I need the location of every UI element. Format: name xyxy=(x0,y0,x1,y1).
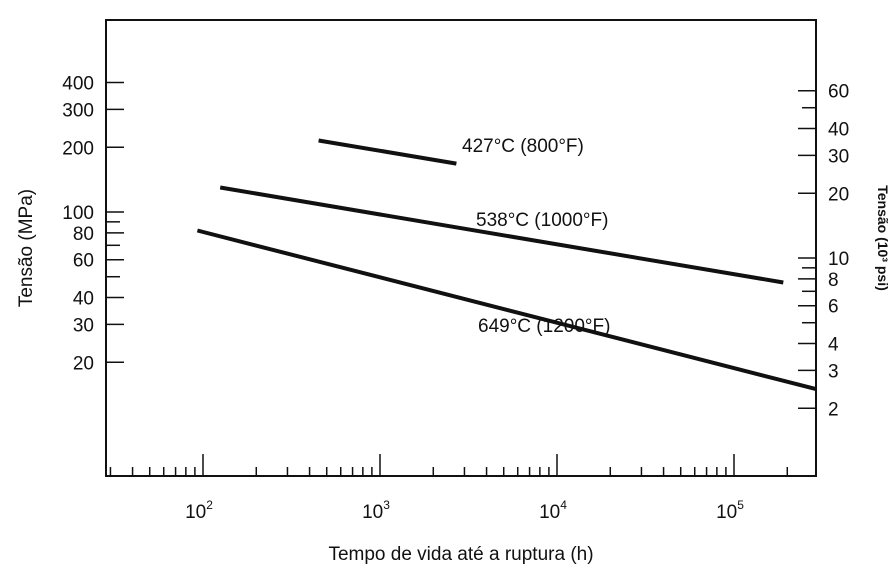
y-tick-label: 400 xyxy=(62,74,94,95)
y2-tick-label: 40 xyxy=(828,120,849,141)
y-tick-label: 300 xyxy=(62,100,94,121)
y-axis-title: Tensão (MPa) xyxy=(16,189,37,307)
y-tick-label: 80 xyxy=(73,224,94,245)
y2-tick-label: 3 xyxy=(828,361,839,382)
series-line-2 xyxy=(219,185,784,285)
series-lines xyxy=(196,138,817,392)
x-tick-label: 103 xyxy=(362,498,390,523)
y-tick-label: 40 xyxy=(73,289,94,310)
y2-tick-label: 2 xyxy=(828,399,839,420)
series-label-427: 427°C (800°F) xyxy=(462,136,584,157)
y2-axis-title: Tensão (10³ psi) xyxy=(875,185,889,291)
y-tick-label: 30 xyxy=(73,315,94,336)
series-label-538: 538°C (1000°F) xyxy=(476,210,608,231)
series-line-3 xyxy=(196,228,817,392)
y2-tick-label: 4 xyxy=(828,335,839,356)
y2-tick-label: 30 xyxy=(828,146,849,167)
x-tick-label: 102 xyxy=(185,498,213,523)
series-line-1 xyxy=(318,138,457,166)
y-tick-label: 200 xyxy=(62,138,94,159)
y2-tick-label: 60 xyxy=(828,82,849,103)
x-tick-label: 105 xyxy=(716,498,744,523)
plot-frame xyxy=(105,19,817,477)
y2-tick-label: 20 xyxy=(828,184,849,205)
y-tick-label: 100 xyxy=(62,203,94,224)
y2-tick-label: 6 xyxy=(828,297,839,318)
y-tick-label: 60 xyxy=(73,251,94,272)
axis-ticks xyxy=(106,81,816,476)
y2-tick-label: 10 xyxy=(828,249,849,270)
x-axis-title: Tempo de vida até a ruptura (h) xyxy=(328,544,593,565)
series-label-649: 649°C (1200°F) xyxy=(478,316,610,337)
y-tick-label: 20 xyxy=(73,353,94,374)
y2-tick-label: 8 xyxy=(828,270,839,291)
x-tick-label: 104 xyxy=(539,498,567,523)
